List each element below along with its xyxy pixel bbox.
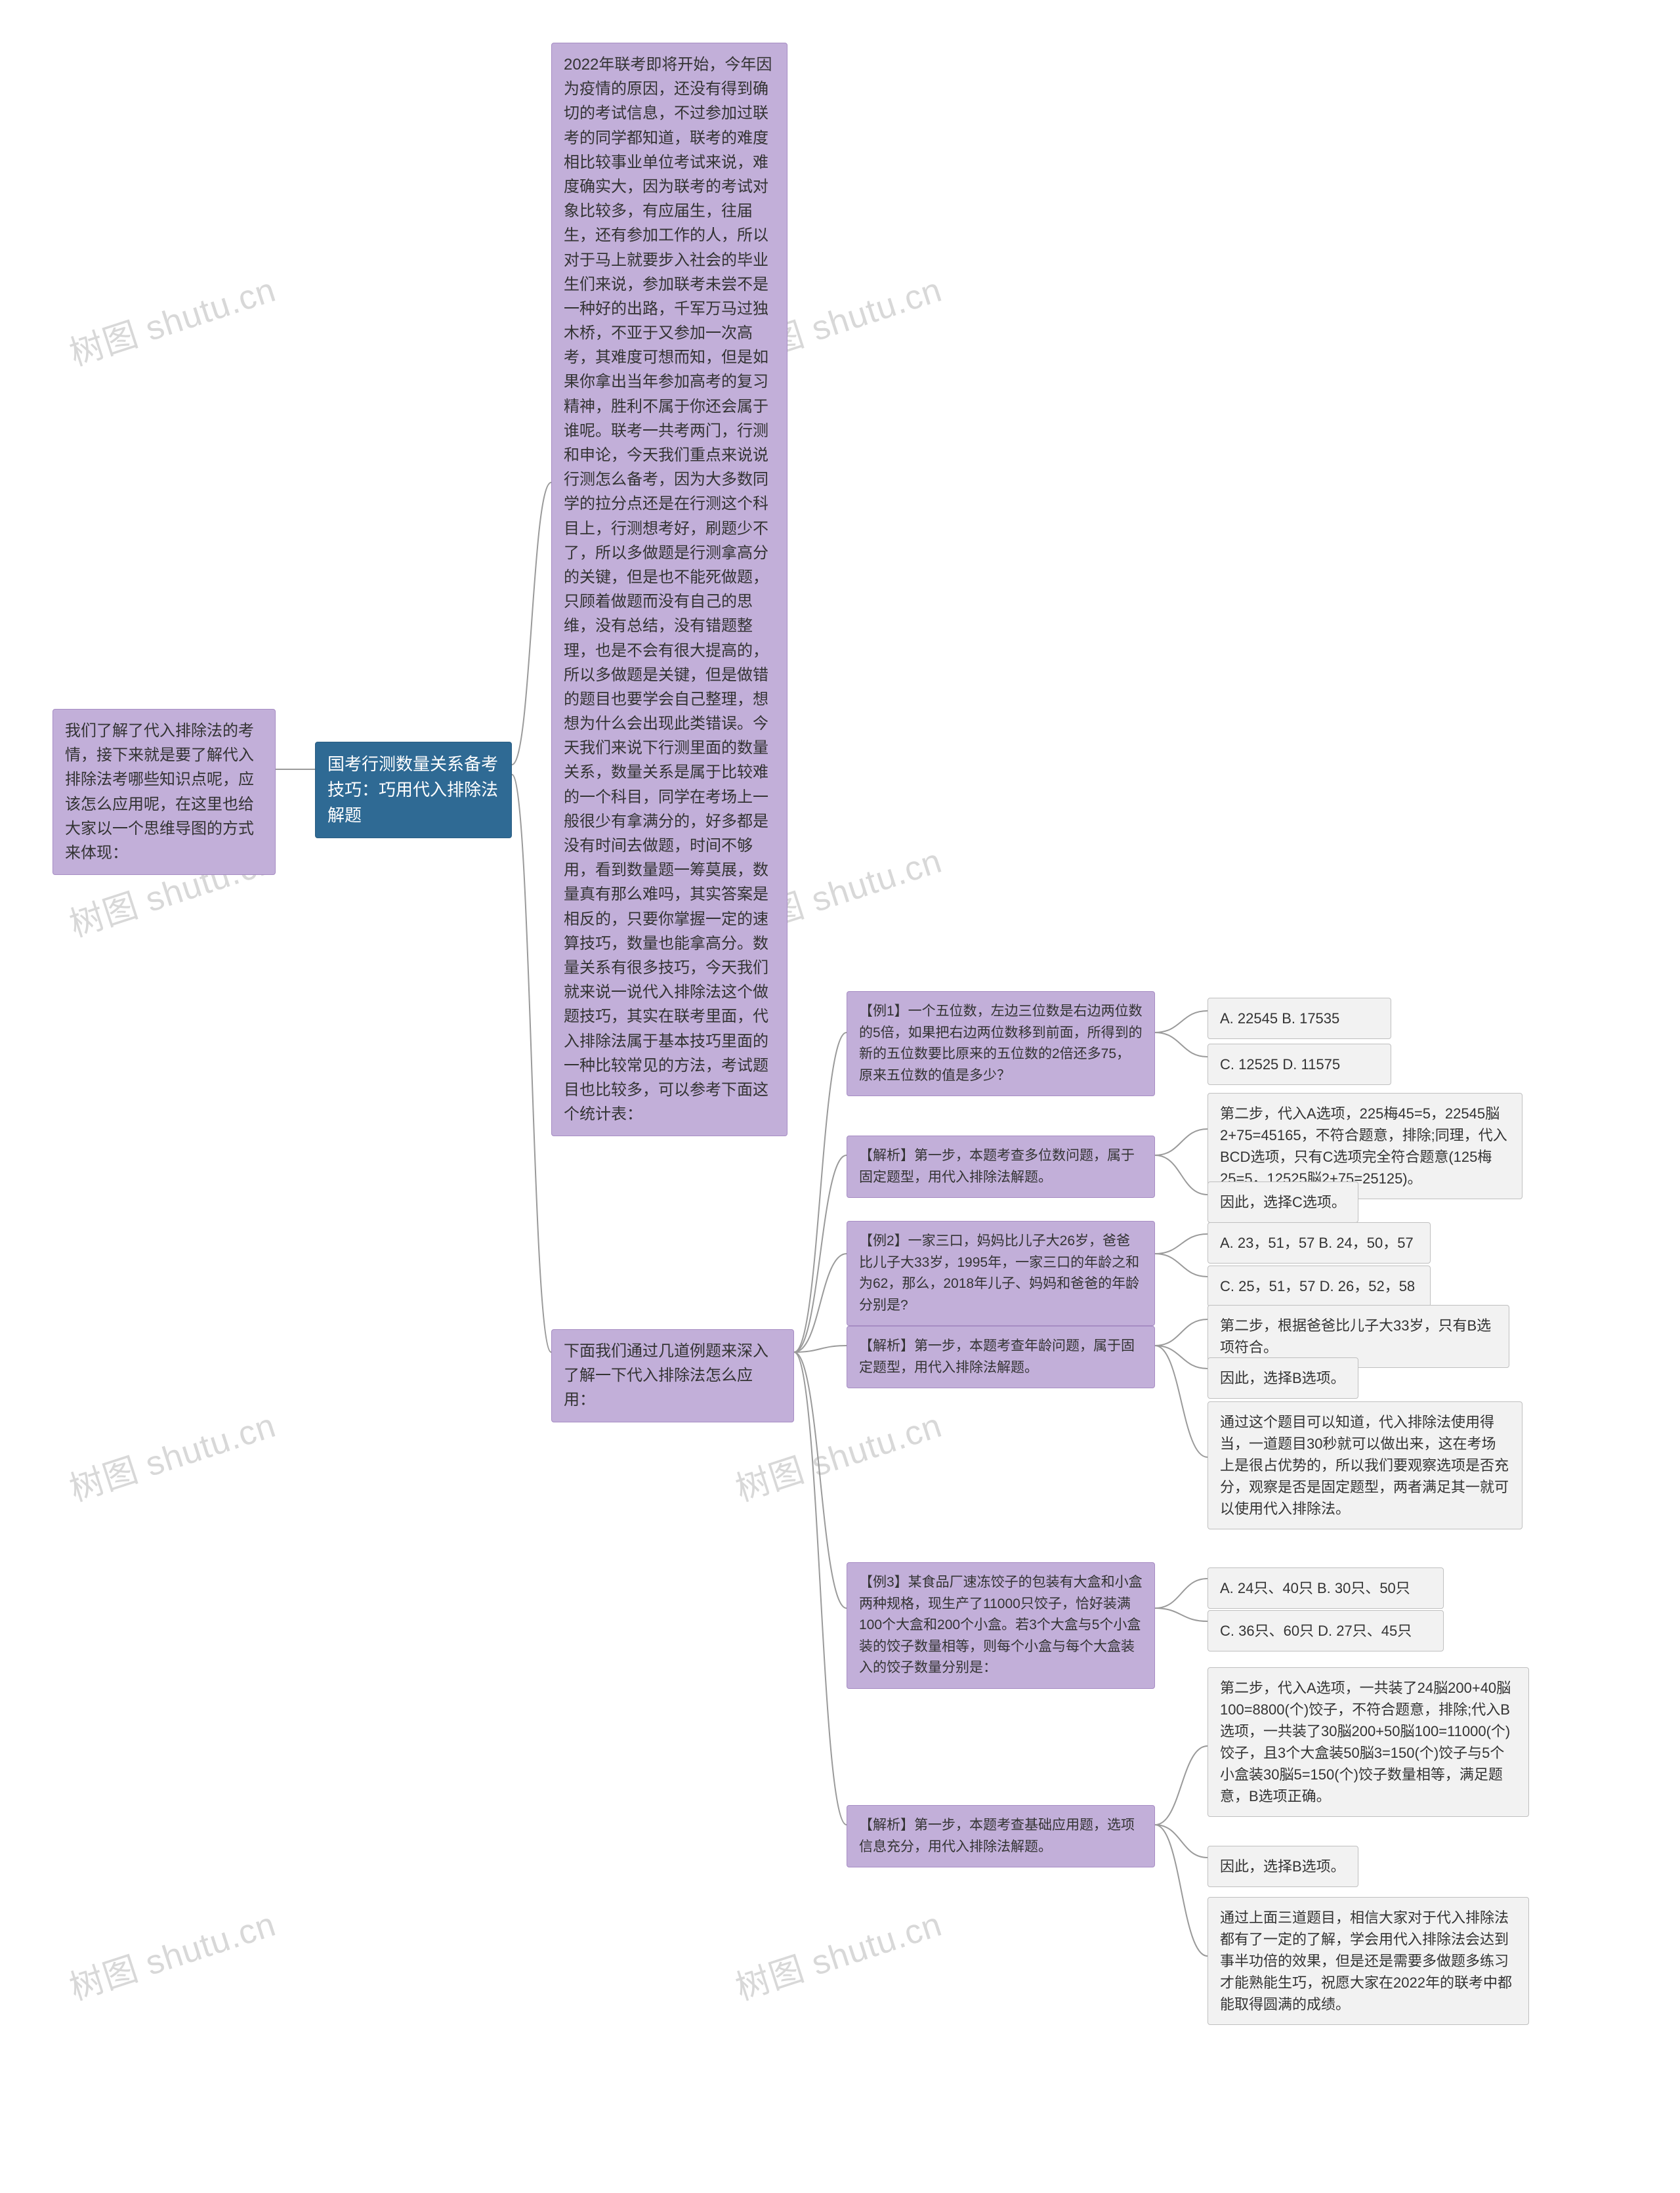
ex3-option-ab[interactable]: A. 24只、40只 B. 30只、50只 — [1208, 1567, 1444, 1609]
root-node[interactable]: 国考行测数量关系备考技巧：巧用代入排除法解题 — [315, 742, 512, 838]
ex2-note[interactable]: 通过这个题目可以知道，代入排除法使用得当，一道题目30秒就可以做出来，这在考场上… — [1208, 1401, 1522, 1529]
ex1-option-ab[interactable]: A. 22545 B. 17535 — [1208, 998, 1391, 1039]
ex1-option-cd[interactable]: C. 12525 D. 11575 — [1208, 1044, 1391, 1085]
watermark: 树图 shutu.cn — [62, 262, 281, 375]
watermark: 树图 shutu.cn — [62, 1397, 281, 1510]
ex3-question[interactable]: 【例3】某食品厂速冻饺子的包装有大盒和小盒两种规格，现生产了11000只饺子，恰… — [847, 1562, 1155, 1689]
ex3-answer[interactable]: 因此，选择B选项。 — [1208, 1846, 1358, 1887]
ex2-option-ab[interactable]: A. 23，51，57 B. 24，50，57 — [1208, 1222, 1431, 1264]
big-intro-node[interactable]: 2022年联考即将开始，今年因为疫情的原因，还没有得到确切的考试信息，不过参加过… — [551, 43, 788, 1136]
ex2-answer[interactable]: 因此，选择B选项。 — [1208, 1357, 1358, 1399]
watermark: 树图 shutu.cn — [62, 1896, 281, 2009]
ex1-analysis-head[interactable]: 【解析】第一步，本题考查多位数问题，属于固定题型，用代入排除法解题。 — [847, 1136, 1155, 1198]
ex3-note[interactable]: 通过上面三道题目，相信大家对于代入排除法都有了一定的了解，学会用代入排除法会达到… — [1208, 1897, 1529, 2025]
examples-intro-node[interactable]: 下面我们通过几道例题来深入了解一下代入排除法怎么应用： — [551, 1329, 794, 1422]
ex2-option-cd[interactable]: C. 25，51，57 D. 26，52，58 — [1208, 1266, 1431, 1307]
watermark: 树图 shutu.cn — [728, 1896, 947, 2009]
left-intro-node[interactable]: 我们了解了代入排除法的考情，接下来就是要了解代入排除法考哪些知识点呢，应该怎么应… — [52, 709, 276, 875]
ex3-option-cd[interactable]: C. 36只、60只 D. 27只、45只 — [1208, 1610, 1444, 1651]
ex3-analysis-head[interactable]: 【解析】第一步，本题考查基础应用题，选项信息充分，用代入排除法解题。 — [847, 1805, 1155, 1867]
ex1-question[interactable]: 【例1】一个五位数，左边三位数是右边两位数的5倍，如果把右边两位数移到前面，所得… — [847, 991, 1155, 1096]
ex3-step2[interactable]: 第二步，代入A选项，一共装了24脳200+40脳100=8800(个)饺子，不符… — [1208, 1667, 1529, 1817]
ex1-answer[interactable]: 因此，选择C选项。 — [1208, 1182, 1358, 1223]
ex2-analysis-head[interactable]: 【解析】第一步，本题考查年龄问题，属于固定题型，用代入排除法解题。 — [847, 1326, 1155, 1388]
ex2-question[interactable]: 【例2】一家三口，妈妈比儿子大26岁，爸爸比儿子大33岁，1995年，一家三口的… — [847, 1221, 1155, 1326]
